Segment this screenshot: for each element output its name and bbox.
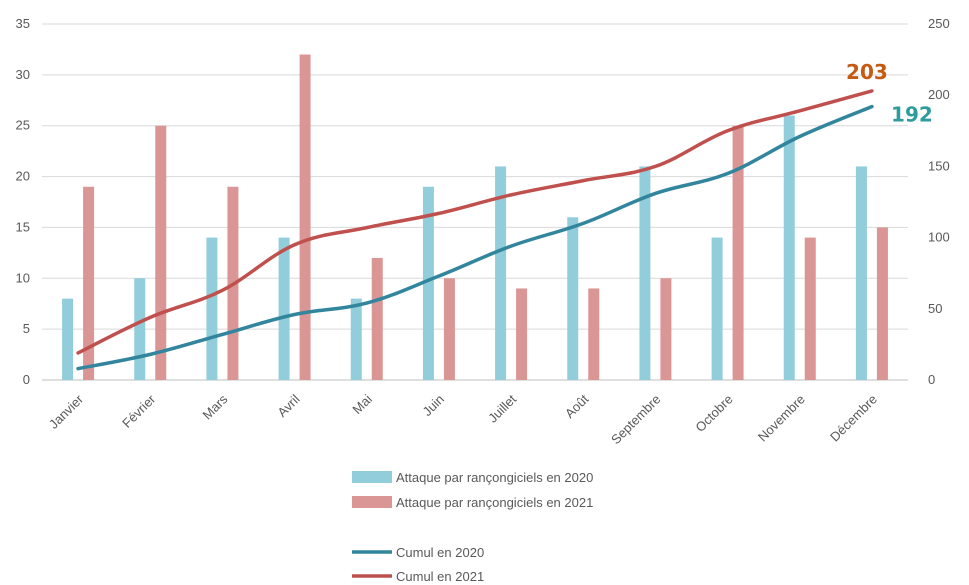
legend: Attaque par rançongiciels en 2020 Attaqu… — [352, 470, 593, 584]
legend-label-bar-2021: Attaque par rançongiciels en 2021 — [396, 495, 593, 510]
legend-swatch-bar-2020 — [352, 471, 392, 483]
bar-2021 — [443, 278, 455, 380]
bar-2020 — [350, 298, 362, 380]
right-tick-label: 50 — [928, 301, 942, 316]
category-label: Août — [562, 391, 592, 421]
category-label: Janvier — [46, 391, 87, 432]
right-tick-label: 100 — [928, 230, 950, 245]
line-cumul-2020 — [76, 104, 874, 371]
legend-label-line-2020: Cumul en 2020 — [396, 545, 484, 560]
right-tick-label: 250 — [928, 16, 950, 31]
legend-label-line-2021: Cumul en 2021 — [396, 569, 484, 584]
end-label-cumul-2020: 192 — [891, 103, 933, 127]
left-tick-label: 20 — [16, 169, 30, 184]
left-tick-label: 10 — [16, 270, 30, 285]
bar-2020 — [495, 166, 507, 380]
bar-2020 — [639, 166, 651, 380]
bar-2020 — [711, 237, 723, 380]
bar-2021 — [371, 257, 383, 380]
right-axis: 0 50 100 150 200 250 — [928, 16, 950, 387]
left-tick-label: 5 — [23, 321, 30, 336]
left-axis: 0 5 10 15 20 25 30 35 — [16, 16, 30, 387]
bar-2020 — [62, 298, 74, 380]
right-tick-label: 150 — [928, 158, 950, 173]
category-label: Mai — [349, 391, 374, 416]
left-tick-label: 25 — [16, 118, 30, 133]
right-tick-label: 200 — [928, 87, 950, 102]
category-label: Juillet — [485, 391, 519, 425]
legend-label-bar-2020: Attaque par rançongiciels en 2020 — [396, 470, 593, 485]
bar-2021 — [804, 237, 816, 380]
right-tick-label: 0 — [928, 372, 935, 387]
line-series — [76, 89, 874, 371]
bar-2020 — [278, 237, 290, 380]
bar-2020 — [783, 115, 795, 381]
category-label: Octobre — [692, 392, 735, 435]
bar-2020 — [134, 278, 146, 380]
bar-2021 — [588, 288, 600, 380]
bar-2021 — [155, 125, 167, 380]
bar-series — [62, 54, 888, 381]
category-label: Décembre — [827, 392, 880, 445]
bar-2021 — [660, 278, 672, 380]
bar-2021 — [876, 227, 888, 380]
gridlines — [42, 23, 908, 381]
category-label: Septembre — [608, 392, 664, 448]
category-label: Novembre — [755, 392, 808, 445]
bar-2020 — [422, 186, 434, 380]
bar-2020 — [206, 237, 218, 380]
category-axis: Janvier Février Mars Avril Mai Juin Juillet Aoû… — [46, 391, 880, 447]
legend-swatch-bar-2021 — [352, 496, 392, 508]
bar-2020 — [855, 166, 867, 380]
category-label: Avril — [274, 391, 302, 419]
left-tick-label: 30 — [16, 67, 30, 82]
category-label: Mars — [200, 391, 231, 422]
left-tick-label: 0 — [23, 372, 30, 387]
bar-2021 — [732, 125, 744, 380]
end-label-cumul-2021: 203 — [846, 60, 888, 84]
left-tick-label: 35 — [16, 16, 30, 31]
bar-2020 — [567, 217, 579, 380]
end-labels: 203 192 — [846, 60, 933, 127]
bar-2021 — [299, 54, 311, 381]
category-label: Février — [119, 391, 159, 431]
left-tick-label: 15 — [16, 219, 30, 234]
line-cumul-2021 — [76, 89, 874, 355]
bar-2021 — [83, 186, 95, 380]
category-label: Juin — [420, 392, 447, 419]
bar-2021 — [516, 288, 528, 380]
